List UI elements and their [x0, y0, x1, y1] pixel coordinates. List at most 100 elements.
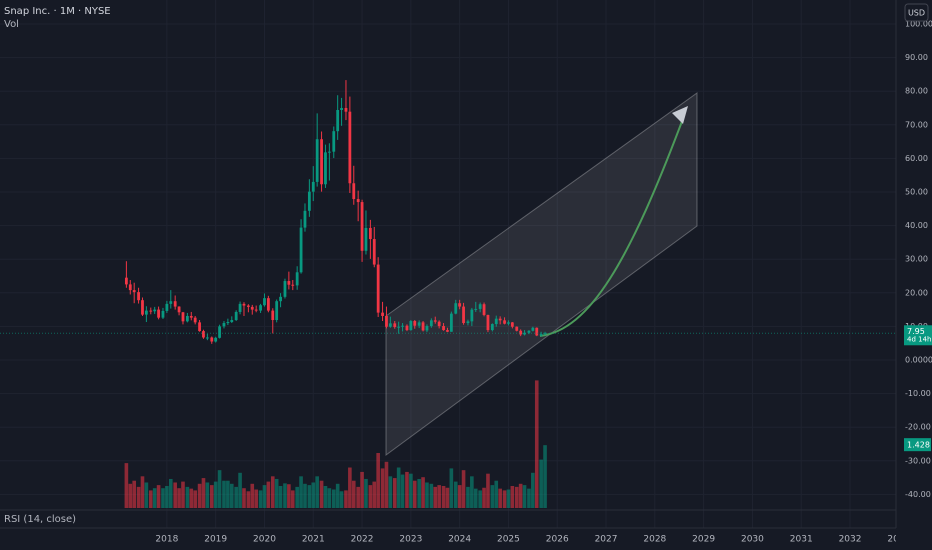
corner — [896, 528, 932, 550]
chart-title: Snap Inc. · 1M · NYSE — [4, 6, 111, 17]
volume-bar — [226, 480, 230, 508]
y-tick-label: 90.00 — [905, 53, 928, 62]
volume-bar — [388, 476, 393, 508]
candle-body — [266, 298, 270, 311]
volume-badge — [904, 438, 931, 452]
x-axis: 2018 2019 2020 2021 2022 2023 2024 2025 2026 2027… — [155, 535, 910, 545]
candle-body — [462, 306, 465, 324]
volume-bar — [514, 486, 519, 508]
currency-button[interactable] — [904, 3, 929, 22]
volume-bar — [205, 482, 210, 508]
x-tick-label: 2030 — [741, 535, 764, 545]
volume-bar — [396, 467, 401, 508]
volume-bar — [429, 483, 434, 508]
volume-bar — [197, 483, 202, 508]
candle-body — [234, 311, 238, 321]
candle-body — [214, 337, 218, 342]
volume-bar — [405, 471, 409, 508]
candle-body — [454, 303, 458, 314]
candle-body — [535, 327, 539, 336]
candle-body — [205, 337, 209, 339]
candle-body — [490, 324, 494, 331]
candle-body — [238, 303, 242, 312]
candle-body — [336, 110, 340, 132]
candle-body — [385, 315, 388, 327]
x-tick-label: 2028 — [643, 535, 666, 545]
volume-bar — [348, 467, 352, 508]
volume-bar — [132, 480, 136, 508]
y-tick-label: 60.00 — [905, 154, 928, 163]
candle-body — [442, 326, 445, 331]
candle-body — [327, 151, 331, 153]
volume-bar — [254, 489, 258, 508]
candle-body — [169, 301, 173, 304]
x-tick-label: 2026 — [546, 535, 569, 545]
volume-bar — [392, 478, 397, 508]
x-tick-label: 2031 — [790, 535, 813, 545]
volume-bar — [376, 453, 380, 508]
channel — [385, 92, 698, 456]
y-tick-label: 0.0000 — [905, 355, 932, 364]
volume-bar — [417, 478, 421, 508]
candle-body — [449, 313, 453, 332]
candle-body — [437, 321, 441, 327]
candle-body — [344, 107, 348, 112]
candle-body — [494, 318, 498, 325]
candle-body — [393, 323, 397, 328]
volume-bar — [270, 476, 275, 508]
volume-bar — [470, 476, 474, 508]
candle-body — [165, 303, 169, 311]
candle-body — [523, 332, 526, 335]
candle-body — [177, 306, 181, 313]
candle-body — [161, 310, 165, 318]
candle-body — [527, 330, 531, 333]
projection-curve — [539, 115, 685, 337]
y-tick-label: 50.00 — [905, 187, 928, 196]
volume-bar — [543, 445, 547, 508]
candle-body — [531, 327, 535, 331]
candle-body — [356, 199, 360, 203]
candle-body — [311, 181, 315, 192]
candle-body — [222, 323, 226, 327]
volume-bar — [307, 485, 312, 508]
candle-body — [425, 326, 429, 331]
candle-body — [498, 318, 502, 321]
volume-bar — [168, 478, 173, 508]
currency[interactable]: USD — [908, 9, 925, 18]
volume-bar — [242, 488, 246, 508]
volume-bar — [144, 482, 149, 508]
candle-body — [368, 227, 372, 240]
candle-body — [417, 322, 421, 326]
volume-bar — [319, 480, 324, 508]
candle-body — [543, 333, 547, 335]
volume-bar — [140, 476, 145, 508]
candle-body — [287, 281, 291, 285]
volume-bar — [412, 480, 417, 508]
candle-body — [202, 331, 205, 338]
y-tick-label: 100.00 — [905, 19, 932, 28]
volume-bar — [217, 470, 222, 508]
volume-bar — [165, 486, 169, 508]
volume-bar — [148, 490, 153, 508]
candle-body — [181, 312, 185, 322]
candle-body — [307, 191, 311, 211]
volume-bar — [539, 459, 543, 508]
volume-bar — [457, 485, 462, 508]
volume-bar — [473, 488, 478, 508]
volume-bar — [461, 470, 466, 508]
volume-bar — [522, 485, 527, 508]
volume-bar — [421, 477, 425, 508]
volume-bar — [445, 487, 450, 508]
candle-body — [137, 292, 140, 301]
volume-bar — [344, 490, 348, 508]
x-tick-label: 2019 — [204, 535, 227, 545]
candle-body — [376, 264, 380, 313]
volume-bar — [409, 473, 413, 508]
volume-bar — [173, 482, 177, 508]
volume-bar — [331, 489, 336, 508]
volume-bar — [209, 485, 214, 508]
volume-bar — [433, 486, 438, 508]
y-tick-label: 40.00 — [905, 221, 928, 230]
volume-bar — [234, 486, 238, 508]
